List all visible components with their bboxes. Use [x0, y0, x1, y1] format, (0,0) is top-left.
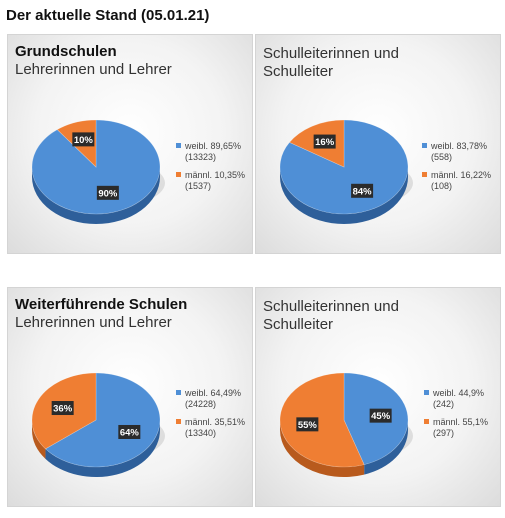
chart-panel-weiterfuehrende-schulleitung: Schulleiterinnen und Schulleiter 45% 55% …: [255, 287, 501, 507]
legend-label: weibl. 64,49%: [185, 388, 242, 398]
legend-swatch-maennl: [176, 172, 181, 177]
panel-subtitle: Lehrerinnen und Lehrer: [15, 61, 172, 78]
data-label-text: 84%: [353, 186, 373, 197]
data-label-maennl: 36%: [51, 401, 74, 416]
pie-chart: 90% 10%: [31, 119, 165, 224]
data-label-text: 36%: [53, 404, 73, 415]
panel-heading: Grundschulen Lehrerinnen und Lehrer: [15, 43, 172, 79]
chart-panel-grundschulen-schulleitung: Schulleiterinnen und Schulleiter 84% 16% …: [255, 34, 501, 254]
legend-swatch-maennl: [176, 419, 181, 424]
data-label-weibl: 84%: [351, 183, 374, 198]
legend-entry-maennl: männl. 16,22% (108): [422, 170, 491, 192]
data-label-text: 55%: [298, 420, 318, 431]
chart-panel-grundschulen-lehrkraefte: Grundschulen Lehrerinnen und Lehrer 90% 1…: [7, 34, 253, 254]
panel-subtitle: Lehrerinnen und Lehrer: [15, 314, 172, 331]
legend-swatch-weibl: [422, 143, 427, 148]
legend-entry-weibl: weibl. 64,49% (24228): [176, 388, 245, 410]
data-label-weibl: 45%: [369, 408, 392, 423]
pie-side-weibl: [280, 167, 408, 224]
pie-side-maennl: [280, 420, 365, 477]
legend-count: (297): [433, 428, 455, 438]
legend-label: männl. 35,51%: [185, 417, 246, 427]
pie-side-weibl: [32, 167, 160, 224]
chart-legend: weibl. 83,78% (558) männl. 16,22% (108): [422, 141, 491, 192]
legend-swatch-maennl: [422, 172, 427, 177]
legend-count: (108): [431, 181, 453, 191]
panel-subtitle-line-2: Schulleiter: [263, 316, 334, 333]
legend-count: (242): [433, 399, 455, 409]
data-label-text: 90%: [98, 188, 118, 199]
data-label-text: 16%: [315, 137, 335, 148]
legend-count: (1537): [185, 181, 212, 191]
legend-entry-maennl: männl. 55,1% (297): [424, 417, 488, 439]
legend-swatch-maennl: [424, 419, 429, 424]
legend-count: (13340): [185, 428, 217, 438]
panel-subtitle-line-1: Schulleiterinnen und: [263, 45, 399, 62]
legend-entry-weibl: weibl. 44,9% (242): [424, 388, 488, 410]
data-label-text: 64%: [120, 427, 140, 438]
panel-subtitle-line-2: Schulleiter: [263, 63, 334, 80]
panel-title: Weiterführende Schulen: [15, 296, 188, 313]
pie-slice-weibl: [44, 372, 161, 468]
chart-legend: weibl. 89,65% (13323) männl. 10,35% (153…: [176, 141, 245, 192]
legend-label: weibl. 89,65%: [185, 141, 242, 151]
panel-title: Grundschulen: [15, 43, 117, 60]
chart-legend: weibl. 44,9% (242) männl. 55,1% (297): [424, 388, 488, 439]
legend-count: (558): [431, 152, 453, 162]
panel-heading: Schulleiterinnen und Schulleiter: [263, 45, 399, 81]
pie-chart: 84% 16%: [279, 119, 413, 224]
legend-count: (24228): [185, 399, 217, 409]
legend-swatch-weibl: [176, 143, 181, 148]
pie-side-weibl: [364, 420, 408, 475]
panel-subtitle-line-1: Schulleiterinnen und: [263, 298, 399, 315]
legend-swatch-weibl: [424, 390, 429, 395]
pie-side-weibl: [45, 420, 160, 477]
pie-slice-weibl: [279, 119, 409, 215]
legend-label: männl. 55,1%: [433, 417, 489, 427]
data-label-text: 10%: [74, 135, 94, 146]
chart-panel-weiterfuehrende-lehrkraefte: Weiterführende Schulen Lehrerinnen und L…: [7, 287, 253, 507]
data-label-maennl: 55%: [296, 417, 319, 432]
data-label-maennl: 16%: [313, 134, 336, 149]
pie-chart: 64% 36%: [31, 372, 165, 477]
legend-label: weibl. 44,9%: [433, 388, 485, 398]
legend-label: männl. 10,35%: [185, 170, 246, 180]
legend-label: männl. 16,22%: [431, 170, 492, 180]
page-title: Der aktuelle Stand (05.01.21): [6, 7, 210, 24]
pie-chart: 45% 55%: [279, 372, 413, 477]
pie-slice-weibl: [31, 119, 161, 215]
legend-entry-maennl: männl. 10,35% (1537): [176, 170, 245, 192]
legend-label: weibl. 83,78%: [431, 141, 488, 151]
chart-legend: weibl. 64,49% (24228) männl. 35,51% (133…: [176, 388, 245, 439]
legend-entry-weibl: weibl. 89,65% (13323): [176, 141, 245, 163]
data-label-maennl: 10%: [72, 132, 95, 147]
legend-entry-maennl: männl. 35,51% (13340): [176, 417, 245, 439]
panel-heading: Weiterführende Schulen Lehrerinnen und L…: [15, 296, 187, 332]
data-label-weibl: 64%: [118, 424, 141, 439]
legend-entry-weibl: weibl. 83,78% (558): [422, 141, 491, 163]
legend-swatch-weibl: [176, 390, 181, 395]
pie-slice-maennl: [279, 372, 365, 468]
data-label-text: 45%: [371, 411, 391, 422]
legend-count: (13323): [185, 152, 217, 162]
data-label-weibl: 90%: [96, 185, 119, 200]
pie-side-maennl: [32, 420, 46, 459]
panel-heading: Schulleiterinnen und Schulleiter: [263, 298, 399, 334]
